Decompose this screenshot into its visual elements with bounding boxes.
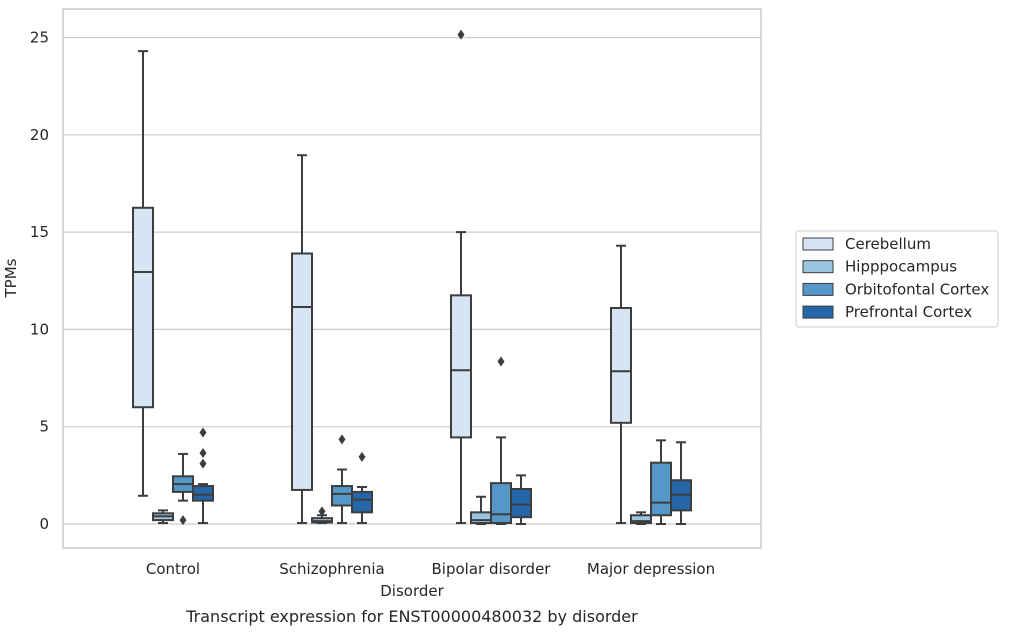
box-series-prefrontal-cortex bbox=[192, 427, 692, 525]
legend-label: Hipppocampus bbox=[845, 258, 957, 276]
box bbox=[650, 439, 672, 525]
y-tick-label: 0 bbox=[39, 515, 49, 533]
box-body bbox=[630, 514, 652, 525]
box bbox=[192, 427, 214, 525]
outlier-point bbox=[457, 29, 465, 40]
y-tick-label: 25 bbox=[30, 29, 49, 47]
box-body bbox=[351, 490, 373, 514]
y-axis-label: TPMs bbox=[2, 258, 20, 298]
box-body bbox=[331, 485, 353, 507]
box-body bbox=[490, 482, 512, 525]
outlier-point bbox=[358, 451, 366, 462]
grid-lines bbox=[63, 36, 761, 525]
outlier-point bbox=[199, 427, 207, 438]
box bbox=[132, 50, 154, 497]
legend: Cerebellum Hipppocampus Orbitofontal Corte… bbox=[795, 230, 999, 328]
legend-label: Orbitofontal Cortex bbox=[845, 280, 989, 298]
box bbox=[311, 506, 333, 525]
box bbox=[172, 452, 194, 526]
x-tick-label: Bipolar disorder bbox=[432, 560, 552, 578]
box-body bbox=[610, 306, 632, 424]
legend-swatch bbox=[802, 282, 834, 296]
box-body bbox=[650, 461, 672, 517]
chart-caption: Transcript expression for ENST0000048003… bbox=[185, 607, 638, 626]
outlier-point bbox=[199, 458, 207, 469]
box-body bbox=[470, 511, 492, 525]
x-axis-label: Disorder bbox=[380, 582, 444, 600]
y-tick-label: 10 bbox=[30, 320, 49, 338]
box bbox=[351, 451, 373, 525]
y-tick-label: 15 bbox=[30, 223, 49, 241]
box-body bbox=[132, 206, 154, 409]
plot-frame bbox=[62, 8, 762, 549]
outlier-point bbox=[318, 506, 326, 517]
outlier-point bbox=[338, 434, 346, 445]
box bbox=[610, 244, 632, 525]
box bbox=[510, 474, 532, 525]
legend-swatch bbox=[802, 237, 834, 251]
box bbox=[291, 154, 313, 525]
box bbox=[450, 29, 472, 525]
box-body bbox=[510, 487, 532, 519]
y-tick-label: 20 bbox=[30, 126, 49, 144]
outlier-point bbox=[497, 356, 505, 367]
box bbox=[490, 356, 512, 525]
box bbox=[152, 509, 174, 525]
box bbox=[670, 441, 692, 525]
x-tick-label: Control bbox=[146, 560, 200, 578]
box bbox=[470, 495, 492, 525]
y-tick-label: 5 bbox=[39, 418, 49, 436]
y-tick-labels: 0 5 10 15 20 25 bbox=[30, 29, 49, 534]
box-series bbox=[132, 29, 692, 526]
legend-frame bbox=[795, 230, 999, 328]
legend-swatch bbox=[802, 305, 834, 319]
box-body bbox=[291, 252, 313, 491]
x-tick-label: Major depression bbox=[587, 560, 715, 578]
legend-swatch bbox=[802, 260, 834, 274]
box bbox=[630, 511, 652, 525]
outlier-point bbox=[199, 447, 207, 458]
box bbox=[331, 434, 353, 525]
x-tick-label: Schizophrenia bbox=[279, 560, 384, 578]
box-series-cerebellum bbox=[132, 29, 632, 525]
outlier-point bbox=[179, 515, 187, 526]
legend-label: Prefrontal Cortex bbox=[845, 303, 972, 321]
box-series-hipppocampus bbox=[152, 495, 652, 525]
box-body bbox=[450, 294, 472, 439]
x-tick-labels: Control Schizophrenia Bipolar disorder Majo… bbox=[146, 560, 715, 578]
box-body bbox=[192, 485, 214, 502]
legend-label: Cerebellum bbox=[845, 235, 931, 253]
box-series-orbitofontal-cortex bbox=[172, 356, 672, 526]
